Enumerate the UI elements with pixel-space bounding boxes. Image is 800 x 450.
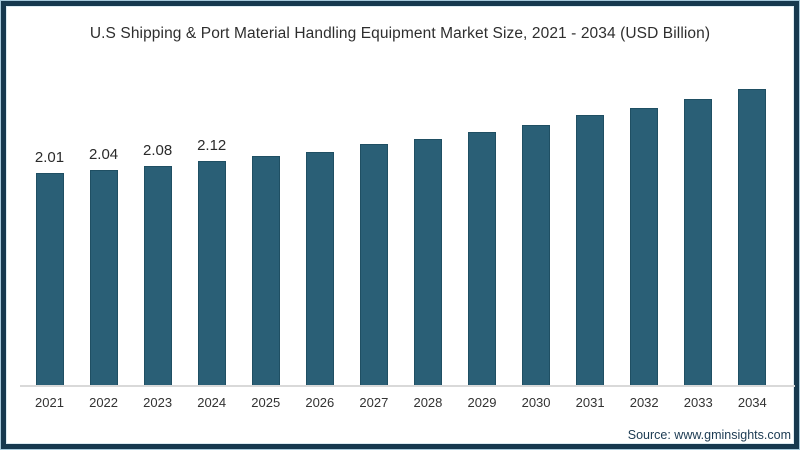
x-tick-label: 2024 — [197, 395, 227, 410]
bar-column-2028: 2028 — [401, 139, 454, 410]
bar-column-2024: 2.12 2024 — [185, 137, 238, 410]
x-tick-label: 2032 — [629, 395, 659, 410]
bar-2025 — [251, 156, 280, 386]
bar-value-label: 2.04 — [88, 146, 119, 163]
bar-2030 — [522, 125, 551, 386]
bar-column-2031: 2031 — [564, 115, 617, 410]
x-tick-label: 2029 — [467, 395, 497, 410]
source-attribution: Source: www.gminsights.com — [627, 428, 791, 442]
bar-column-2032: 2032 — [618, 108, 671, 410]
bar-value-label: 2.01 — [34, 149, 65, 166]
bar-column-2022: 2.04 2022 — [77, 146, 130, 410]
bar-2021 — [35, 173, 64, 386]
bar-column-2033: 2033 — [672, 99, 725, 410]
bar-value-label: 2.08 — [143, 142, 173, 159]
x-tick-label: 2026 — [305, 395, 335, 410]
bar-column-2029: 2029 — [456, 132, 509, 410]
x-tick-label: 2030 — [521, 395, 551, 410]
bar-2032 — [630, 108, 659, 386]
bar-2028 — [413, 139, 442, 386]
bar-2022 — [89, 170, 118, 386]
x-tick-label: 2028 — [413, 395, 443, 410]
chart-title: U.S Shipping & Port Material Handling Eq… — [89, 25, 711, 42]
x-tick-label: 2033 — [683, 395, 713, 410]
x-tick-label: 2027 — [359, 395, 389, 410]
bar-column-2034: 2034 — [726, 89, 779, 410]
x-tick-label: 2034 — [737, 395, 767, 410]
bar-2024 — [197, 161, 226, 386]
bar-column-2027: 2027 — [347, 144, 400, 410]
x-tick-label: 2022 — [89, 395, 119, 410]
bar-column-2023: 2.08 2023 — [131, 142, 184, 410]
x-axis-line — [20, 385, 795, 387]
bar-2029 — [468, 132, 496, 386]
bar-2027 — [359, 144, 388, 386]
bar-column-2030: 2030 — [510, 125, 563, 410]
bar-2033 — [684, 99, 713, 386]
bar-column-2026: 2026 — [293, 152, 346, 410]
bar-2026 — [305, 152, 334, 386]
bars-container: 2.01 2021 2.04 2022 2.08 2023 2.12 2024 2025 2026… — [23, 61, 779, 410]
bar-2023 — [143, 166, 172, 386]
bar-value-label: 2.12 — [197, 137, 227, 154]
bar-2034 — [738, 89, 767, 386]
bar-chart: 2.01 2021 2.04 2022 2.08 2023 2.12 2024 2025 2026… — [20, 61, 795, 410]
bar-column-2021: 2.01 2021 — [23, 149, 76, 410]
x-tick-label: 2025 — [251, 395, 281, 410]
x-tick-label: 2021 — [35, 395, 64, 410]
x-tick-label: 2031 — [575, 395, 605, 410]
bar-column-2025: 2025 — [239, 156, 292, 410]
x-tick-label: 2023 — [143, 395, 173, 410]
bar-2031 — [576, 115, 605, 386]
